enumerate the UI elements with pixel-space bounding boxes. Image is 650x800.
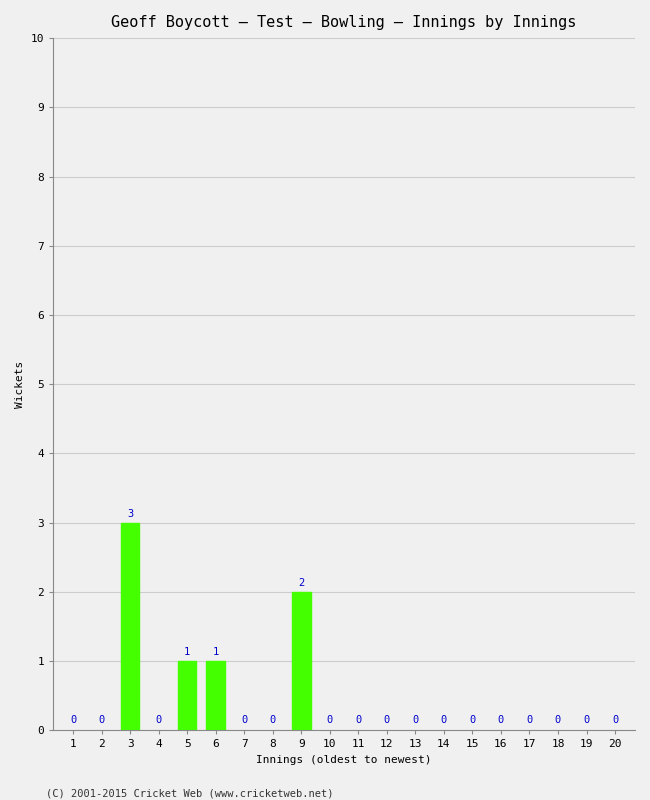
Bar [292, 592, 311, 730]
Text: 2: 2 [298, 578, 304, 588]
Text: (C) 2001-2015 Cricket Web (www.cricketweb.net): (C) 2001-2015 Cricket Web (www.cricketwe… [46, 788, 333, 798]
Text: 0: 0 [355, 715, 361, 725]
Text: 1: 1 [184, 647, 190, 657]
X-axis label: Innings (oldest to newest): Innings (oldest to newest) [256, 755, 432, 765]
Text: 0: 0 [384, 715, 390, 725]
Text: 0: 0 [584, 715, 590, 725]
Text: 1: 1 [213, 647, 219, 657]
Text: 0: 0 [327, 715, 333, 725]
Title: Geoff Boycott – Test – Bowling – Innings by Innings: Geoff Boycott – Test – Bowling – Innings… [111, 15, 577, 30]
Text: 0: 0 [469, 715, 476, 725]
Text: 0: 0 [270, 715, 276, 725]
Bar [207, 661, 225, 730]
Text: 0: 0 [155, 715, 162, 725]
Text: 3: 3 [127, 509, 133, 518]
Text: 0: 0 [526, 715, 532, 725]
Text: 0: 0 [441, 715, 447, 725]
Text: 0: 0 [612, 715, 618, 725]
Text: 0: 0 [498, 715, 504, 725]
Bar [121, 522, 139, 730]
Text: 0: 0 [70, 715, 76, 725]
Text: 0: 0 [555, 715, 561, 725]
Text: 0: 0 [412, 715, 419, 725]
Y-axis label: Wickets: Wickets [15, 361, 25, 408]
Text: 0: 0 [241, 715, 248, 725]
Text: 0: 0 [98, 715, 105, 725]
Bar [178, 661, 196, 730]
